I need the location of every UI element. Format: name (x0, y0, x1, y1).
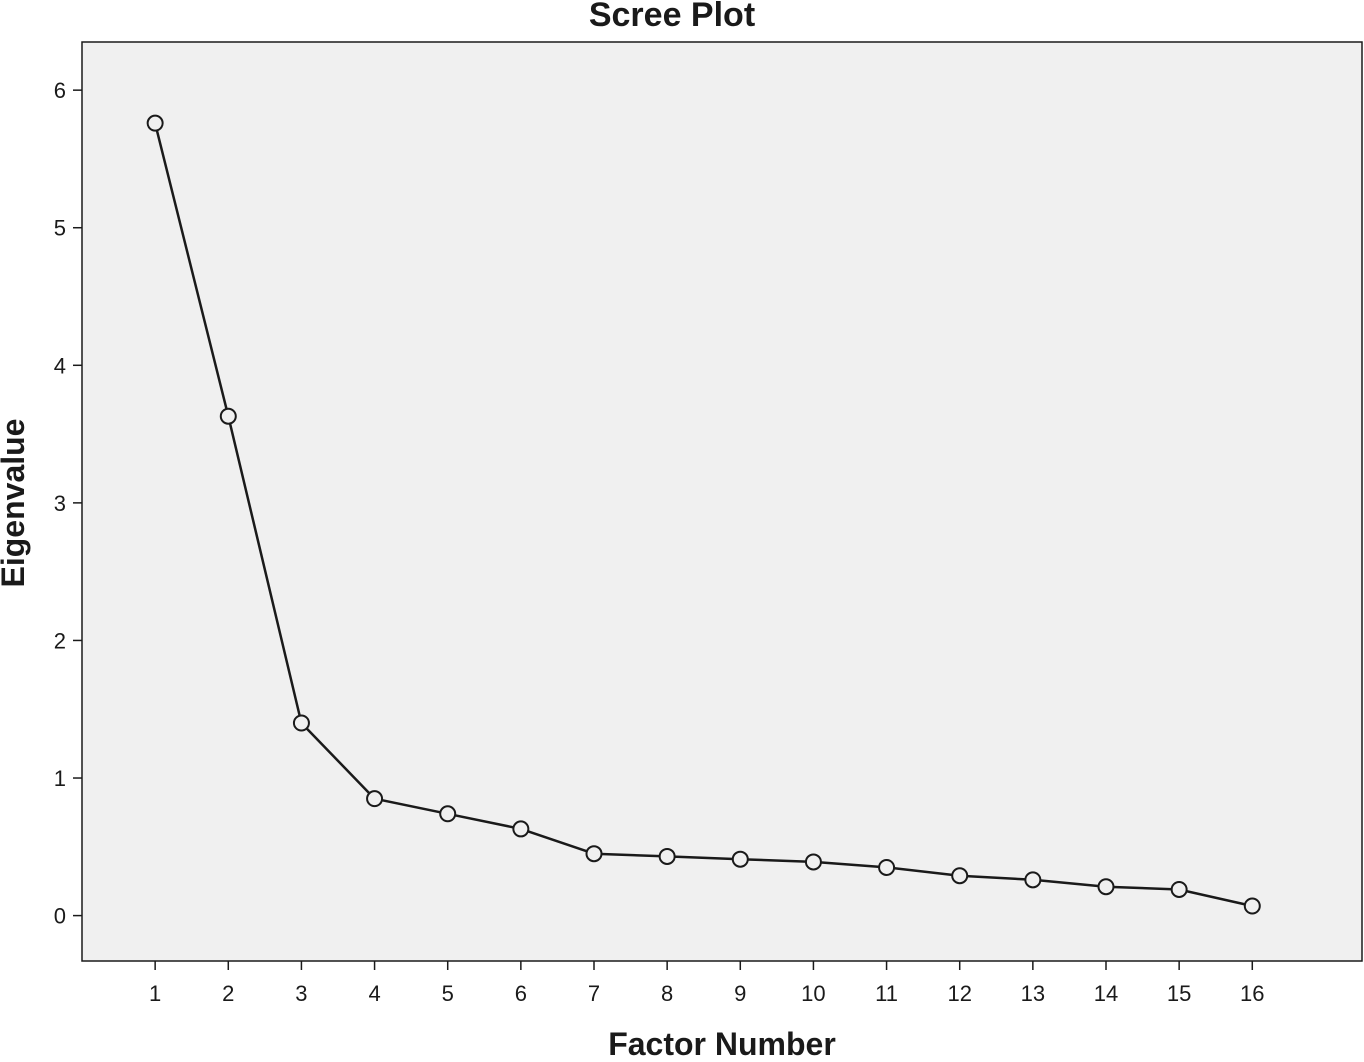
x-tick-label: 4 (368, 981, 380, 1006)
x-tick-label: 12 (947, 981, 971, 1006)
y-tick-label: 1 (54, 766, 66, 791)
y-tick-label: 3 (54, 491, 66, 516)
y-tick-label: 6 (54, 78, 66, 103)
x-tick-label: 7 (588, 981, 600, 1006)
x-tick-label: 5 (442, 981, 454, 1006)
data-point-marker (146, 114, 164, 132)
y-tick-label: 2 (54, 628, 66, 653)
y-tick-label: 4 (54, 353, 66, 378)
data-point-marker (366, 790, 384, 808)
x-tick-label: 3 (295, 981, 307, 1006)
data-point-marker (1170, 880, 1188, 898)
x-tick-label: 8 (661, 981, 673, 1006)
data-point-marker (878, 858, 896, 876)
data-point-marker (731, 850, 749, 868)
y-axis: 0 1 2 3 4 5 6 (54, 78, 82, 929)
x-tick-label: 2 (222, 981, 234, 1006)
x-tick-label: 13 (1021, 981, 1045, 1006)
data-point-marker (1024, 871, 1042, 889)
chart-title: Scree Plot (589, 0, 755, 34)
data-point-marker (512, 820, 530, 838)
series-eigenvalues (146, 114, 1261, 915)
data-point-marker (1243, 897, 1261, 915)
data-point-marker (439, 805, 457, 823)
x-tick-label: 11 (875, 981, 898, 1006)
series-line (153, 122, 1253, 908)
data-point-marker (219, 407, 237, 425)
x-tick-label: 14 (1094, 981, 1118, 1006)
x-tick-label: 10 (801, 981, 825, 1006)
data-point-marker (951, 867, 969, 885)
plot-area (81, 41, 1363, 962)
data-point-marker (1097, 878, 1115, 896)
data-point-marker (658, 847, 676, 865)
x-tick-label: 1 (149, 981, 161, 1006)
data-point-marker (585, 845, 603, 863)
y-axis-title: Eigenvalue (0, 419, 31, 588)
x-axis: 1 2 3 4 5 6 7 8 9 10 11 12 13 14 15 16 (149, 961, 1265, 1006)
x-tick-label: 6 (515, 981, 527, 1006)
y-tick-label: 5 (54, 216, 66, 241)
x-tick-label: 15 (1167, 981, 1191, 1006)
x-axis-title: Factor Number (608, 1026, 836, 1057)
x-tick-label: 9 (734, 981, 746, 1006)
data-point-marker (292, 714, 310, 732)
y-tick-label: 0 (54, 904, 66, 929)
x-tick-label: 16 (1240, 981, 1264, 1006)
data-point-marker (804, 853, 822, 871)
